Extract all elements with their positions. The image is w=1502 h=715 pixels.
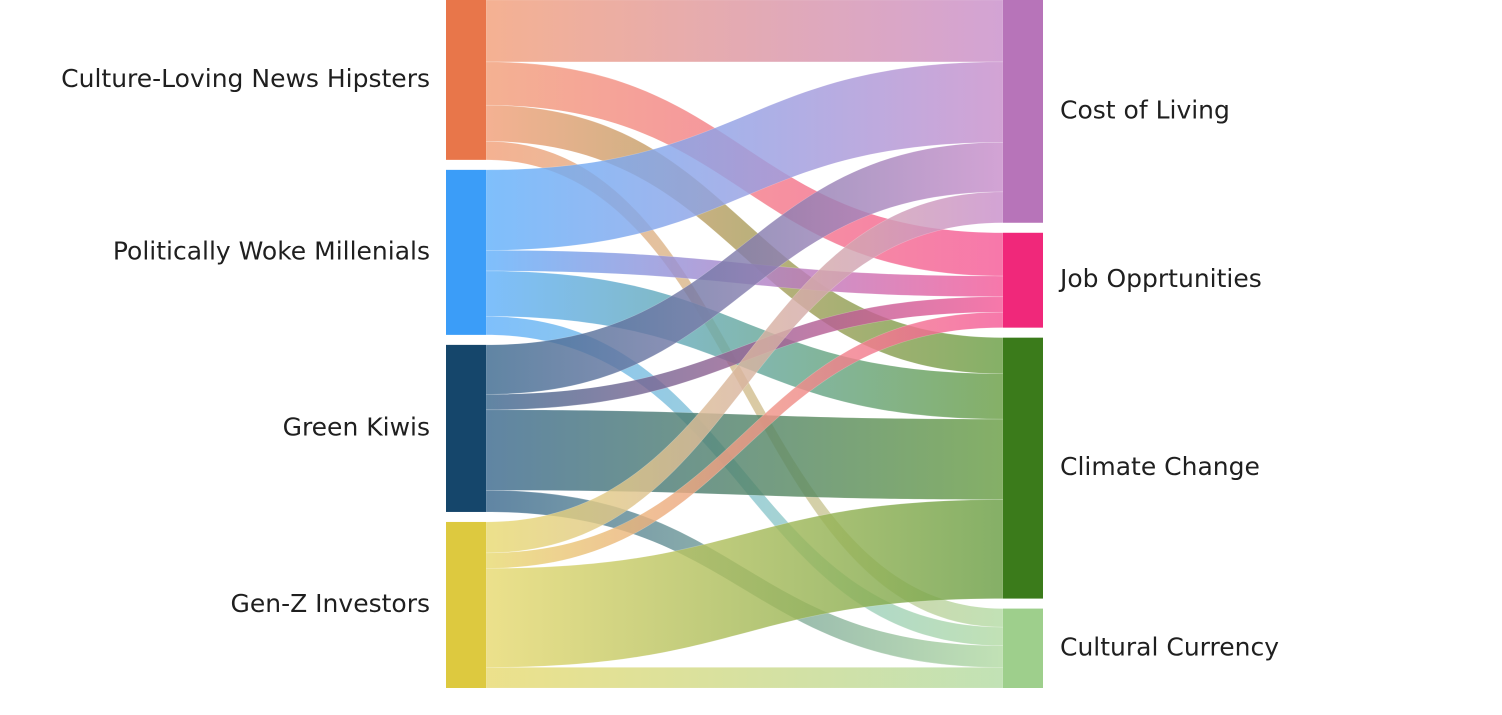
source-label-culture-loving-news-hipsters: Culture-Loving News Hipsters xyxy=(61,64,430,93)
target-node-job-opprtunities xyxy=(1003,232,1043,328)
links-layer xyxy=(485,0,1004,689)
target-label-cultural-currency: Cultural Currency xyxy=(1060,632,1279,661)
source-label-politically-woke-millenials: Politically Woke Millenials xyxy=(113,236,430,265)
target-node-cultural-currency xyxy=(1003,608,1043,688)
labels-layer: Culture-Loving News Hipsters Politically … xyxy=(61,64,1279,661)
nodes-layer xyxy=(446,0,1043,688)
source-label-gen-z-investors: Gen-Z Investors xyxy=(230,589,430,618)
target-node-climate-change xyxy=(1003,337,1043,599)
target-label-climate-change: Climate Change xyxy=(1060,452,1260,481)
source-node-culture-loving-news-hipsters xyxy=(446,0,486,160)
source-node-politically-woke-millenials xyxy=(446,169,486,335)
source-node-gen-z-investors xyxy=(446,521,486,688)
source-node-green-kiwis xyxy=(446,344,486,512)
target-label-job-opprtunities: Job Opprtunities xyxy=(1058,264,1262,293)
link-gen-z-investors-to-cultural-currency xyxy=(485,667,1004,689)
target-label-cost-of-living: Cost of Living xyxy=(1060,95,1230,124)
target-node-cost-of-living xyxy=(1003,0,1043,223)
link-culture-loving-news-hipsters-to-cost-of-living xyxy=(485,0,1004,63)
link-green-kiwis-to-climate-change xyxy=(485,409,1004,500)
source-label-green-kiwis: Green Kiwis xyxy=(283,412,430,441)
